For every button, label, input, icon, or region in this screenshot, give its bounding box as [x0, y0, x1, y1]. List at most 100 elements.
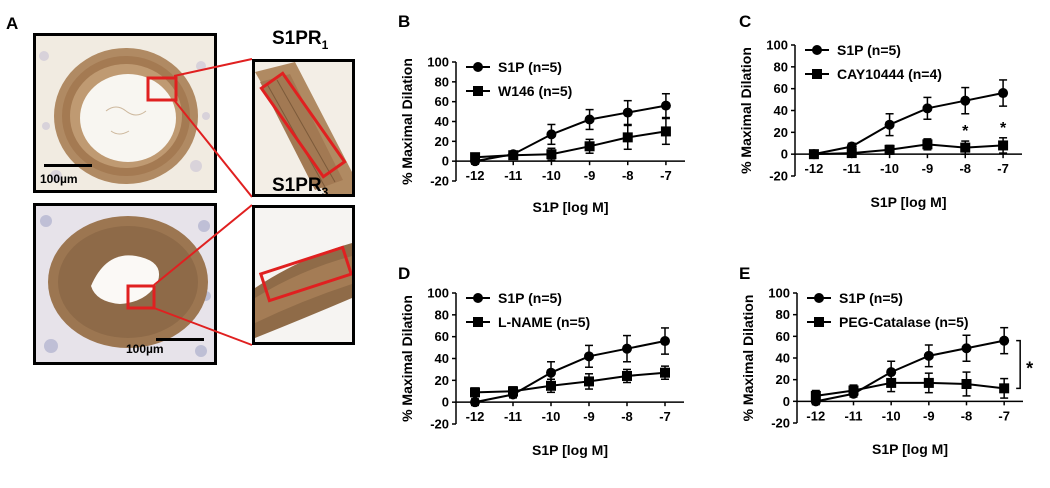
legend-label: S1P (n=5) [837, 42, 901, 58]
data-point-circle [622, 343, 632, 354]
y-tick-label: 20 [435, 373, 449, 388]
y-tick-label: 0 [442, 154, 449, 169]
data-point-square [508, 150, 519, 161]
data-point-square [546, 149, 557, 160]
x-axis-label: S1P [log M] [533, 199, 609, 215]
data-point-circle [923, 350, 934, 361]
x-axis-label: S1P [log M] [532, 442, 608, 458]
panel-letter: E [739, 264, 750, 283]
data-point-square [960, 142, 971, 153]
x-tick-label: -9 [583, 409, 595, 424]
y-tick-label: 0 [442, 395, 449, 410]
data-point-circle [470, 397, 480, 408]
data-point-circle [546, 129, 557, 140]
y-tick-label: 40 [435, 114, 449, 129]
chart-panel-e: E -20 0 20 40 60 80 100 -12 -11 -10 -9 -8 -7 S1P [log … [739, 264, 1033, 457]
x-tick-label: -11 [843, 161, 861, 176]
x-tick-label: -9 [584, 168, 596, 183]
series-line [474, 340, 666, 404]
y-tick-label: -20 [430, 174, 449, 189]
x-tick-label: -12 [805, 161, 824, 176]
x-tick-label: -7 [659, 409, 671, 424]
chart-panel-d: D -20 0 20 40 60 80 100 -12 -11 -10 -9 -8 -7 S1P [log … [398, 264, 684, 458]
x-tick-label: -12 [466, 168, 485, 183]
legend-label: S1P (n=5) [498, 59, 562, 75]
data-point-square [961, 379, 972, 389]
legend-label: CAY10444 (n=4) [837, 66, 942, 82]
x-tick-label: -11 [504, 409, 522, 424]
y-axis-label: % Maximal Dilation [740, 295, 756, 422]
series-line [474, 104, 667, 163]
data-point-circle [961, 343, 972, 354]
y-tick-label: 80 [435, 74, 449, 89]
x-tick-label: -9 [922, 161, 934, 176]
data-point-circle [584, 351, 594, 362]
legend-marker-circle [473, 62, 483, 72]
panel-letter-a: A [6, 14, 19, 33]
data-point-square [470, 152, 481, 163]
data-point-square [922, 139, 933, 150]
y-tick-label: 0 [781, 147, 788, 162]
x-tick-label: -10 [880, 161, 899, 176]
data-point-square [848, 385, 859, 396]
data-point-circle [998, 88, 1009, 99]
x-axis-label: S1P [log M] [872, 441, 948, 457]
y-tick-label: 0 [783, 394, 790, 409]
zoomed-vessel-wall-top [255, 62, 352, 194]
significance-bracket [1016, 339, 1021, 390]
legend-marker-square [814, 317, 824, 327]
data-point-square [999, 383, 1010, 394]
x-tick-label: -8 [959, 161, 971, 176]
data-point-square [622, 370, 632, 381]
chart-panel-c: C -20 0 20 40 60 80 100 -12 -11 -10 -9 -8 -7 S1P [log … [738, 12, 1022, 210]
y-tick-label: 60 [435, 94, 449, 109]
legend-marker-square [812, 69, 822, 79]
y-tick-label: 60 [776, 329, 790, 344]
panel-letter: C [739, 12, 751, 31]
data-point-square [622, 132, 633, 143]
histology-image-s1pr1-zoom [252, 59, 355, 197]
legend-marker-square [473, 86, 483, 96]
series-line [813, 92, 1004, 156]
panel-letter: D [398, 264, 410, 283]
y-tick-label: 60 [774, 81, 788, 96]
y-tick-label: 80 [774, 59, 788, 74]
panel-letter: B [398, 12, 410, 31]
x-axis-label: S1P [log M] [871, 194, 947, 210]
y-tick-label: 100 [427, 55, 449, 70]
x-tick-label: -10 [542, 168, 561, 183]
data-point-circle [960, 95, 971, 106]
significance-star: * [962, 123, 969, 140]
legend-label: PEG-Catalase (n=5) [839, 314, 969, 330]
y-tick-label: 100 [427, 286, 449, 301]
legend-label: S1P (n=5) [498, 290, 562, 306]
zoomed-vessel-wall-bottom [255, 208, 352, 342]
x-tick-label: -8 [621, 409, 633, 424]
data-point-square [884, 144, 895, 155]
x-tick-label: -11 [504, 168, 522, 183]
data-point-square [546, 380, 556, 391]
data-point-circle [584, 114, 595, 125]
data-point-square [584, 376, 594, 387]
series-line [815, 339, 1005, 403]
x-tick-label: -10 [882, 408, 901, 423]
y-tick-label: 40 [776, 351, 790, 366]
x-tick-label: -12 [466, 409, 485, 424]
receptor-label-base: S1PR [272, 28, 322, 49]
series-line [813, 143, 1004, 156]
receptor-label-s1pr1: S1PR1 [272, 28, 328, 52]
y-tick-label: 100 [766, 38, 788, 53]
significance-star: * [1026, 359, 1033, 379]
receptor-label-sub: 3 [321, 184, 329, 199]
legend-marker-circle [814, 293, 824, 303]
y-tick-label: -20 [430, 417, 449, 432]
data-point-square [470, 387, 480, 398]
data-point-square [808, 149, 819, 160]
y-tick-label: 20 [776, 372, 790, 387]
data-point-square [660, 126, 671, 137]
y-tick-label: 100 [768, 286, 790, 301]
x-tick-label: -7 [998, 408, 1010, 423]
data-point-square [660, 367, 670, 378]
receptor-label-base: S1PR [272, 175, 322, 196]
